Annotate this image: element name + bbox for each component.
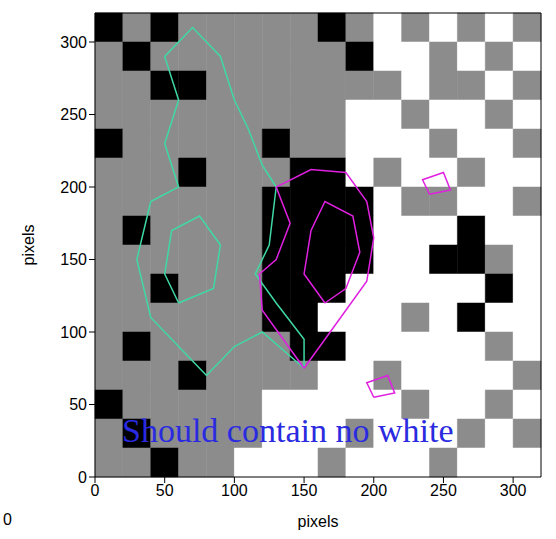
svg-text:300: 300 bbox=[60, 34, 87, 51]
svg-text:250: 250 bbox=[430, 482, 457, 499]
svg-text:0: 0 bbox=[78, 469, 87, 486]
svg-text:pixels: pixels bbox=[298, 513, 339, 530]
svg-text:50: 50 bbox=[156, 482, 174, 499]
svg-text:150: 150 bbox=[291, 482, 318, 499]
html-text:Should contain no white: Should contain no white bbox=[122, 412, 454, 449]
svg-text:pixels: pixels bbox=[20, 225, 37, 266]
svg-text:0: 0 bbox=[91, 482, 100, 499]
svg-text:50: 50 bbox=[69, 396, 87, 413]
svg-text:100: 100 bbox=[221, 482, 248, 499]
svg-text:300: 300 bbox=[500, 482, 527, 499]
svg-text:200: 200 bbox=[60, 179, 87, 196]
svg-text:100: 100 bbox=[60, 324, 87, 341]
svg-text:200: 200 bbox=[360, 482, 387, 499]
svg-text:250: 250 bbox=[60, 106, 87, 123]
svg-text:150: 150 bbox=[60, 251, 87, 268]
html-text:0: 0 bbox=[3, 511, 12, 528]
